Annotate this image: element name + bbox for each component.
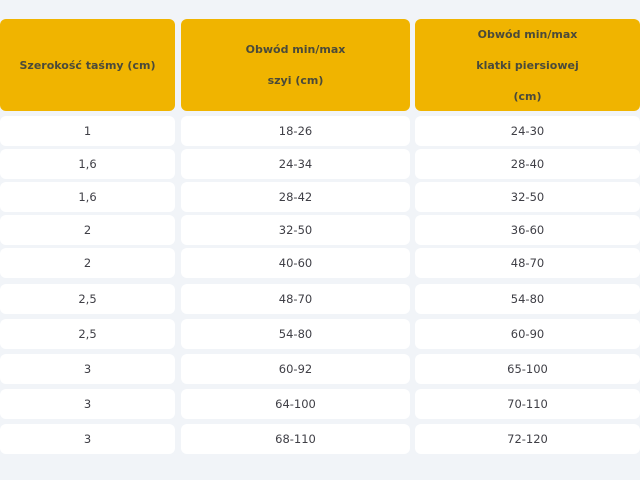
tape-width-cell: 2,5 (0, 319, 175, 349)
header-text: Obwód min/max (477, 27, 578, 41)
tape-width-cell: 1,6 (0, 149, 175, 179)
chest-cell: 54-80 (415, 284, 640, 314)
chest-cell: 65-100 (415, 354, 640, 384)
header-tape-width: Szerokość taśmy (cm) (0, 19, 175, 111)
neck-cell: 54-80 (181, 319, 410, 349)
tape-width-cell: 2,5 (0, 284, 175, 314)
neck-cell: 40-60 (181, 248, 410, 278)
neck-cell: 24-34 (181, 149, 410, 179)
chest-cell: 32-50 (415, 182, 640, 212)
chest-cell: 60-90 (415, 319, 640, 349)
chest-cell: 70-110 (415, 389, 640, 419)
tape-width-cell: 2 (0, 215, 175, 245)
chest-cell: 28-40 (415, 149, 640, 179)
header-text: Obwód min/max (245, 43, 346, 56)
neck-cell: 68-110 (181, 424, 410, 454)
header-neck-circumference: Obwód min/max szyi (cm) (181, 19, 410, 111)
tape-width-cell: 1,6 (0, 182, 175, 212)
tape-width-cell: 1 (0, 116, 175, 146)
chest-cell: 24-30 (415, 116, 640, 146)
neck-cell: 28-42 (181, 182, 410, 212)
header-text: klatki piersiowej (476, 58, 579, 72)
header-text: Szerokość taśmy (cm) (19, 58, 156, 72)
header-text: szyi (cm) (267, 74, 324, 87)
header-text: (cm) (513, 89, 542, 103)
neck-cell: 64-100 (181, 389, 410, 419)
neck-cell: 48-70 (181, 284, 410, 314)
tape-width-cell: 3 (0, 389, 175, 419)
neck-cell: 18-26 (181, 116, 410, 146)
chest-cell: 72-120 (415, 424, 640, 454)
chest-cell: 36-60 (415, 215, 640, 245)
header-chest-circumference: Obwód min/max klatki piersiowej (cm) (415, 19, 640, 111)
tape-width-cell: 3 (0, 424, 175, 454)
neck-cell: 32-50 (181, 215, 410, 245)
tape-width-cell: 2 (0, 248, 175, 278)
neck-cell: 60-92 (181, 354, 410, 384)
tape-width-cell: 3 (0, 354, 175, 384)
chest-cell: 48-70 (415, 248, 640, 278)
